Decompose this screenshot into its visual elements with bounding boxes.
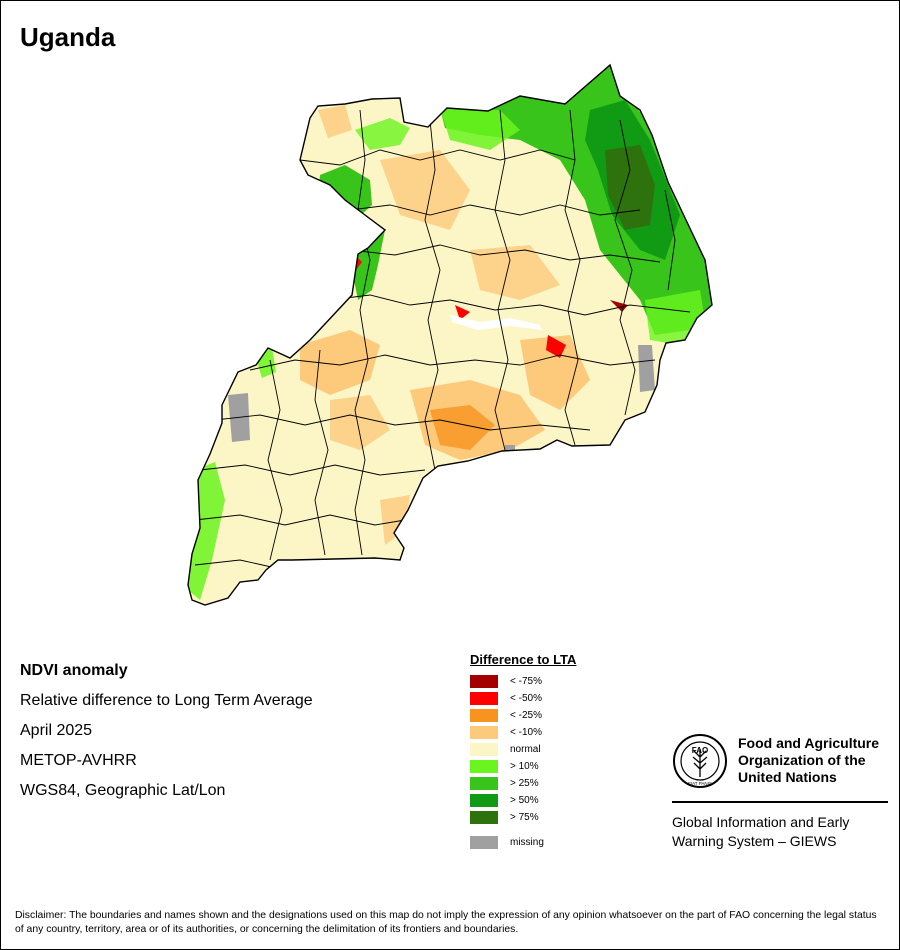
legend-item: > 25% <box>470 775 576 792</box>
legend-label: > 50% <box>510 795 539 806</box>
legend-label: < -10% <box>510 727 542 738</box>
legend-item: < -50% <box>470 690 576 707</box>
legend-swatch <box>470 675 498 688</box>
fao-logo-icon: FAO FIAT PANIS <box>673 734 727 788</box>
legend-swatch <box>470 726 498 739</box>
legend-swatch <box>470 692 498 705</box>
legend-item-missing: missing <box>470 834 576 851</box>
fao-logo-text: FAO <box>692 746 708 755</box>
legend-item: < -10% <box>470 724 576 741</box>
legend-swatch <box>470 811 498 824</box>
legend-item: > 75% <box>470 809 576 826</box>
legend-item: < -75% <box>470 673 576 690</box>
legend-item: > 50% <box>470 792 576 809</box>
legend-swatch <box>470 709 498 722</box>
product-name: NDVI anomaly <box>20 662 128 679</box>
legend-item: > 10% <box>470 758 576 775</box>
projection: WGS84, Geographic Lat/Lon <box>20 782 226 799</box>
system-name: Global Information and Early Warning Sys… <box>672 814 850 849</box>
legend-swatch <box>470 777 498 790</box>
legend-label: normal <box>510 744 541 755</box>
sensor: METOP-AVHRR <box>20 752 137 769</box>
map-info: NDVI anomaly Relative difference to Long… <box>20 656 313 806</box>
branding-divider <box>672 801 888 803</box>
legend-label: < -75% <box>510 676 542 687</box>
legend-item: < -25% <box>470 707 576 724</box>
map-legend: Difference to LTA < -75% < -50% < -25% <… <box>470 652 576 851</box>
legend-label: > 75% <box>510 812 539 823</box>
time-period: April 2025 <box>20 722 93 739</box>
legend-title: Difference to LTA <box>470 652 577 667</box>
product-description: Relative difference to Long Term Average <box>20 692 313 709</box>
legend-swatch <box>470 794 498 807</box>
map-title: Uganda <box>20 22 116 52</box>
legend-swatch <box>470 836 498 849</box>
legend-label: > 10% <box>510 761 539 772</box>
uganda-ndvi-map <box>187 64 713 606</box>
fao-logo-motto: FIAT PANIS <box>688 781 712 786</box>
legend-label: < -50% <box>510 693 542 704</box>
legend-swatch <box>470 743 498 756</box>
organization-name: Food and Agriculture Organization of the… <box>738 735 880 785</box>
legend-label: < -25% <box>510 710 542 721</box>
disclaimer: Disclaimer: The boundaries and names sho… <box>15 910 877 935</box>
legend-item: normal <box>470 741 576 758</box>
legend-label: > 25% <box>510 778 539 789</box>
legend-label: missing <box>510 837 544 848</box>
legend-swatch <box>470 760 498 773</box>
